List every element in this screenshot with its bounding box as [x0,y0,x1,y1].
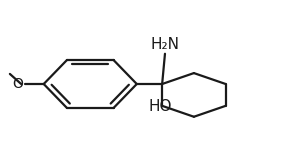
Text: HO: HO [149,99,173,114]
Text: H₂N: H₂N [151,37,179,52]
Text: O: O [12,77,23,91]
